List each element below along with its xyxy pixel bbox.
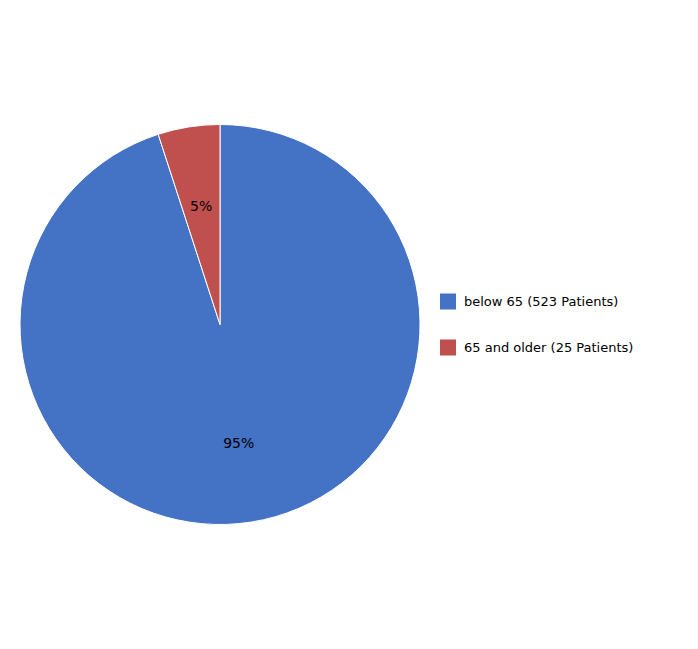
pie-slice	[158, 125, 220, 325]
pie-slice	[20, 125, 420, 525]
legend: below 65 (523 Patients) 65 and older (25 …	[440, 294, 633, 356]
legend-item: 65 and older (25 Patients)	[440, 340, 633, 356]
chart: 95% 5% below 65 (523 Patients) 65 and older…	[0, 0, 698, 649]
pie	[20, 125, 420, 525]
legend-swatch	[440, 340, 456, 356]
legend-label: 65 and older (25 Patients)	[464, 340, 633, 355]
data-label: 95%	[223, 435, 254, 451]
data-label: 5%	[190, 198, 212, 214]
data-labels: 95% 5%	[190, 198, 254, 451]
legend-label: below 65 (523 Patients)	[464, 294, 618, 309]
legend-item: below 65 (523 Patients)	[440, 294, 618, 310]
legend-swatch	[440, 294, 456, 310]
